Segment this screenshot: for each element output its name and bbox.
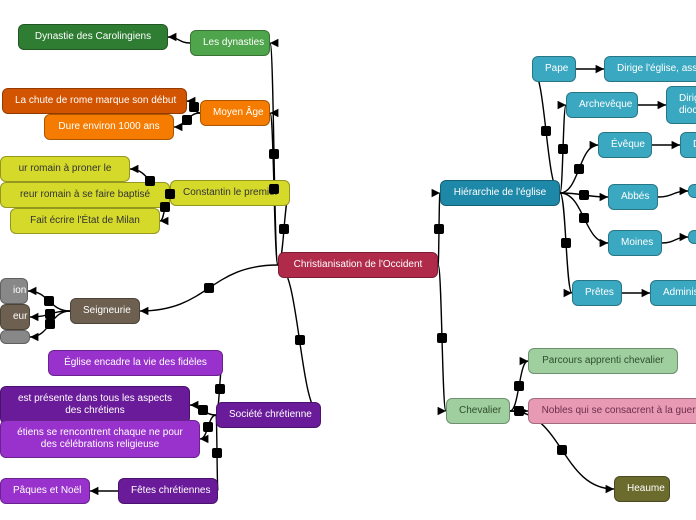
edge-handle[interactable] [579,190,589,200]
node-parcours[interactable]: Parcours apprenti chevalier [528,348,678,374]
edge-handle[interactable] [204,283,214,293]
edge-handle[interactable] [514,381,524,391]
node-root[interactable]: Christianisation de l'Occident [278,252,438,278]
node-eveque[interactable]: Évêque [598,132,652,158]
node-blank[interactable] [0,330,30,344]
edge-handle[interactable] [434,224,444,234]
node-heaume[interactable]: Heaume [614,476,670,502]
node-chevalier[interactable]: Chevalier [446,398,510,424]
edge-handle[interactable] [269,184,279,194]
node-pretes[interactable]: Prêtes [572,280,622,306]
node-proner[interactable]: ur romain à proner le [0,156,130,182]
edge-handle[interactable] [45,319,55,329]
edge-handle[interactable] [514,406,524,416]
node-d_short[interactable]: D [680,132,696,158]
node-archeveque[interactable]: Archevêque [566,92,638,118]
node-pape[interactable]: Pape [532,56,576,82]
node-paques[interactable]: Pâques et Noël [0,478,90,504]
edge-handle[interactable] [215,384,225,394]
edge-handle[interactable] [182,115,192,125]
node-dirige_dioc[interactable]: Dirig dioc [666,86,696,124]
edge-handle[interactable] [558,144,568,154]
edge-handle[interactable] [203,422,213,432]
edge-handle[interactable] [557,445,567,455]
edge-abbes-abbes_r [658,191,688,197]
edge-handle[interactable] [45,309,55,319]
edge-handle[interactable] [279,224,289,234]
edge-handle[interactable] [160,202,170,212]
node-dyn[interactable]: Les dynasties [190,30,270,56]
node-eglisevie[interactable]: Église encadre la vie des fidèles [48,350,223,376]
node-abbes_r[interactable] [688,184,696,198]
node-dure[interactable]: Dure environ 1000 ans [44,114,174,140]
edge-moines-moines_r [662,237,688,243]
node-nobles[interactable]: Nobles qui se consacrent à la guerre [528,398,696,424]
node-seigneurie[interactable]: Seigneurie [70,298,140,324]
node-fetes[interactable]: Fêtes chrétiennes [118,478,218,504]
node-administ[interactable]: Administ [650,280,696,306]
edge-handle[interactable] [269,149,279,159]
node-moines[interactable]: Moines [608,230,662,256]
edge-handle[interactable] [579,213,589,223]
node-milan[interactable]: Fait écrire l'État de Milan [10,208,160,234]
edge-handle[interactable] [165,189,175,199]
node-moyenage[interactable]: Moyen Âge [200,100,270,126]
edge-handle[interactable] [145,176,155,186]
edge-handle[interactable] [541,126,551,136]
node-baptise[interactable]: reur romain à se faire baptisé [0,182,170,208]
node-dirige_eg[interactable]: Dirige l'église, assist [604,56,696,82]
node-hierarchie[interactable]: Hiérarchie de l'église [440,180,560,206]
node-abbes[interactable]: Abbés [608,184,658,210]
edge-handle[interactable] [212,448,222,458]
node-societe[interactable]: Société chrétienne [216,402,321,428]
edge-handle[interactable] [437,333,447,343]
node-chute[interactable]: La chute de rome marque son début [2,88,187,114]
edge-handle[interactable] [561,238,571,248]
node-dyncar[interactable]: Dynastie des Carolingiens [18,24,168,50]
node-rencontre[interactable]: étiens se rencontrent chaque ne pour des… [0,420,200,458]
edge-dyn-dyncar [168,37,190,43]
edge-handle[interactable] [44,296,54,306]
node-presente[interactable]: est présente dans tous les aspects des c… [0,386,190,424]
edge-handle[interactable] [295,335,305,345]
edge-handle[interactable] [198,405,208,415]
node-moines_r[interactable] [688,230,696,244]
node-ion[interactable]: ion [0,278,28,304]
node-eur[interactable]: eur [0,304,30,330]
edge-handle[interactable] [189,102,199,112]
edge-handle[interactable] [574,164,584,174]
